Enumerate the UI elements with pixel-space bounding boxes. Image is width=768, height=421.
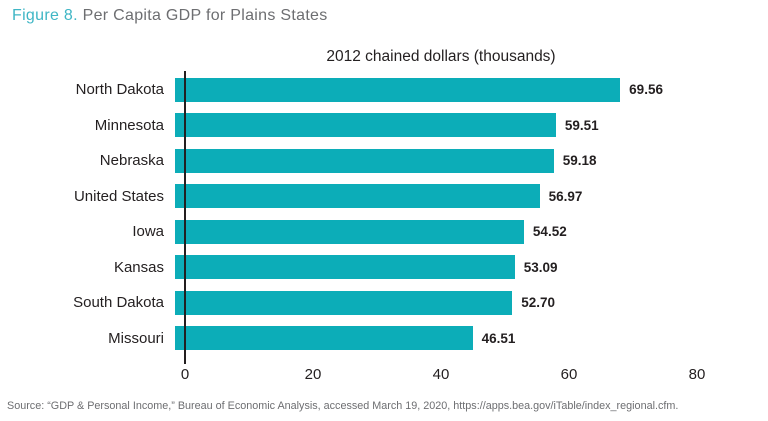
bar — [175, 255, 515, 280]
x-tick-label: 40 — [432, 366, 450, 383]
bar-row: South Dakota 52.70 — [0, 285, 768, 321]
figure-title: Figure 8. Per Capita GDP for Plains Stat… — [12, 7, 328, 25]
bar — [175, 77, 621, 102]
bar-row: Iowa 54.52 — [0, 214, 768, 250]
category-label: Minnesota — [94, 116, 164, 134]
x-tick-label: 0 — [180, 366, 190, 383]
value-label: 56.97 — [548, 188, 583, 204]
bar — [175, 326, 473, 351]
bar-row: Kansas 53.09 — [0, 250, 768, 286]
category-label: South Dakota — [73, 294, 164, 312]
y-axis-line — [184, 71, 186, 364]
value-label: 54.52 — [532, 224, 567, 240]
bar-track: 46.51 — [175, 326, 687, 351]
chart-subtitle: 2012 chained dollars (thousands) — [326, 48, 556, 65]
bar-chart: North Dakota 69.56 Minnesota 59.51 Nebra… — [0, 72, 768, 356]
category-label: Iowa — [132, 223, 164, 241]
bar — [175, 148, 554, 173]
category-label: Missouri — [108, 329, 164, 347]
bar-row: Nebraska 59.18 — [0, 143, 768, 179]
x-axis: 0 20 40 60 80 — [181, 366, 706, 386]
category-label: North Dakota — [75, 81, 164, 99]
value-label: 59.18 — [562, 153, 597, 169]
bar-track: 54.52 — [175, 219, 687, 244]
bar-track: 56.97 — [175, 184, 687, 209]
bar-track: 52.70 — [175, 290, 687, 315]
value-label: 52.70 — [521, 295, 556, 311]
x-tick-label: 60 — [560, 366, 578, 383]
value-label: 59.51 — [564, 117, 599, 133]
bar-track: 59.18 — [175, 148, 687, 173]
bar-row: Minnesota 59.51 — [0, 108, 768, 144]
category-label: Nebraska — [99, 152, 164, 170]
category-label: Kansas — [113, 258, 164, 276]
source-citation: Source: “GDP & Personal Income,” Bureau … — [7, 400, 679, 412]
bar — [175, 290, 513, 315]
bar — [175, 219, 524, 244]
value-label: 69.56 — [629, 82, 663, 98]
bar-track: 53.09 — [175, 255, 687, 280]
bar-row: North Dakota 69.56 — [0, 72, 768, 108]
value-label: 53.09 — [523, 259, 558, 275]
bar-row: United States 56.97 — [0, 179, 768, 215]
bar-track: 69.56 — [175, 77, 687, 102]
value-label: 46.51 — [481, 330, 516, 346]
figure-title-text: Per Capita GDP for Plains States — [82, 7, 328, 24]
bar-row: Missouri 46.51 — [0, 321, 768, 357]
category-label: United States — [73, 187, 164, 205]
bar — [175, 113, 556, 138]
x-tick-label: 80 — [688, 366, 706, 383]
x-tick-label: 20 — [304, 366, 322, 383]
figure-number-label: Figure 8. — [12, 7, 78, 24]
bar — [175, 184, 540, 209]
bar-track: 59.51 — [175, 113, 687, 138]
